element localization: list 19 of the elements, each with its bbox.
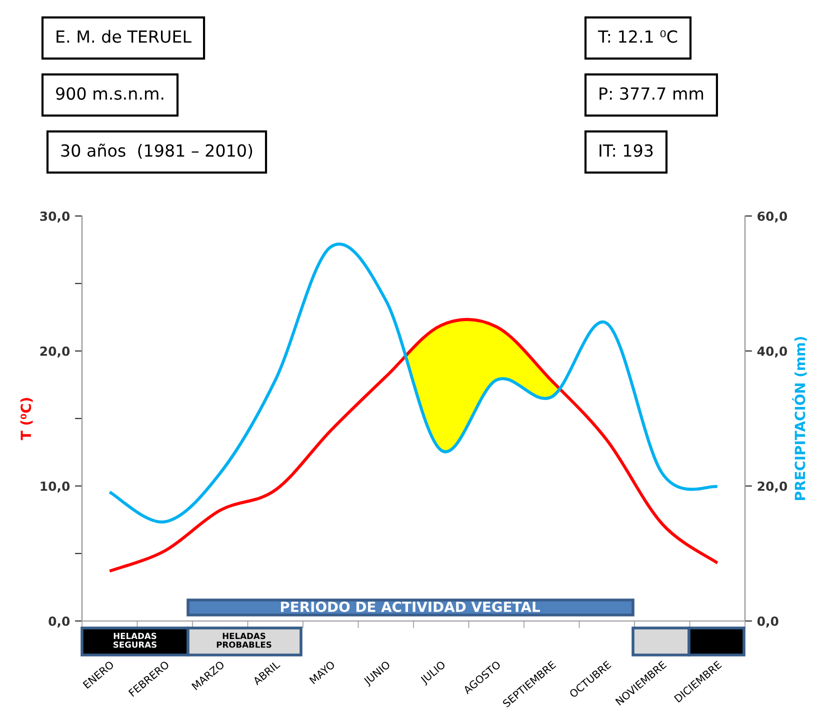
y2-tick-label: 60,0	[758, 211, 788, 223]
y2-tick-label: 20,0	[758, 481, 788, 493]
y-axis-title: T (⁰C)	[20, 398, 33, 440]
text: 30 años (1981 – 2010)	[61, 144, 252, 159]
y2-tick-label: 40,0	[757, 346, 788, 358]
text: IT: 193	[600, 144, 653, 157]
y-tick-label: 10,0	[40, 481, 70, 493]
text: T: 12.1 ⁰C	[598, 30, 678, 43]
y2-axis-title: PRECIPITACIÓN (mm)	[792, 336, 807, 500]
y-tick-label: 0,0	[48, 616, 70, 628]
text: 900 m.s.n.m.	[56, 87, 164, 100]
text: E. M. de TERUEL	[56, 30, 192, 43]
annotation: PERIODO DE ACTIVIDAD VEGETAL	[280, 602, 540, 612]
text: HELADAS PROBABLES	[216, 632, 272, 648]
text: HELADAS SEGURAS	[114, 632, 156, 648]
y-tick-label: 30,0	[40, 211, 70, 223]
y2-tick-label: 0,0	[757, 616, 778, 628]
y-tick-label: 20,0	[40, 346, 70, 358]
text: P: 377.7 mm	[600, 87, 704, 100]
